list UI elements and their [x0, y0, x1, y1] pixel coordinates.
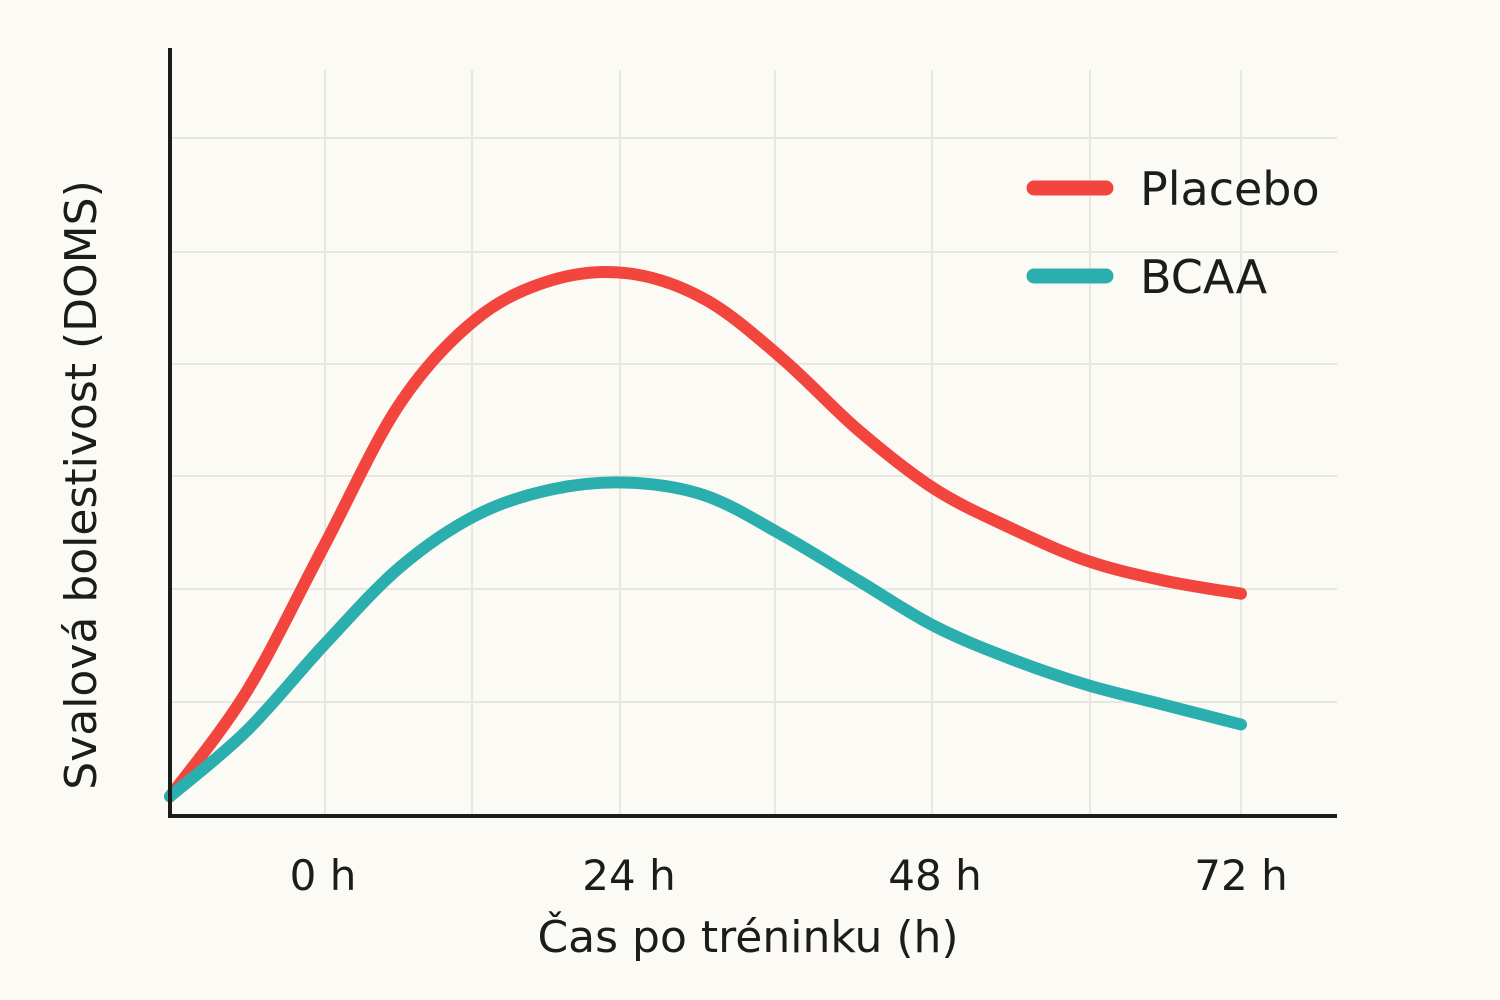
y-axis-title: Svalová bolestivost (DOMS): [56, 180, 107, 789]
x-tick-label: 48 h: [888, 851, 981, 900]
series-line-placebo: [164, 265, 1247, 803]
legend: Placebo BCAA: [1026, 162, 1320, 304]
legend-label-bcaa: BCAA: [1140, 250, 1268, 304]
legend-label-placebo: Placebo: [1140, 162, 1320, 216]
series-group: [164, 265, 1247, 803]
x-tick-label: 72 h: [1194, 851, 1287, 900]
x-axis-title: Čas po tréninku (h): [537, 910, 958, 963]
series-line-bcaa: [164, 476, 1247, 803]
x-tick-label: 24 h: [582, 851, 675, 900]
x-tick-label: 0 h: [290, 851, 357, 900]
x-tick-labels: 0 h 24 h 48 h 72 h: [290, 851, 1288, 900]
